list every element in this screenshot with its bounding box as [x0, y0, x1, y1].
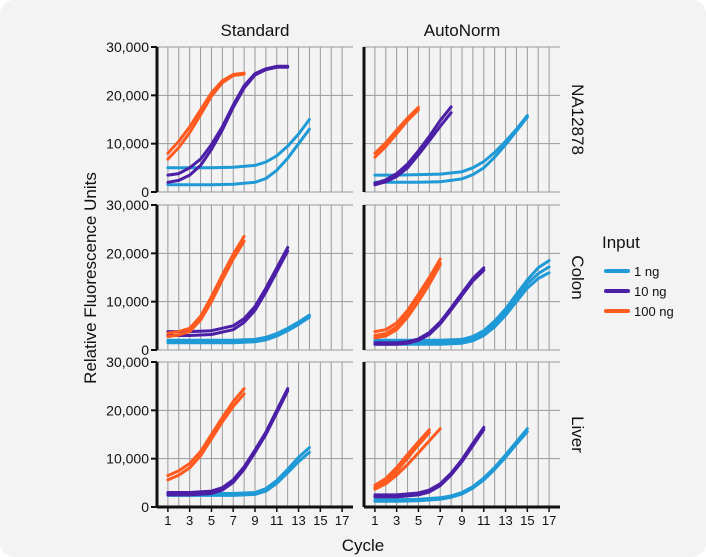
x-tick-label: 15 [313, 513, 327, 528]
series-line-10-ng [373, 428, 486, 499]
x-tick-label: 13 [498, 513, 512, 528]
series-line-100-ng [373, 427, 442, 491]
legend-label: 10 ng [634, 284, 667, 299]
series-line-100-ng [373, 431, 431, 490]
y-tick-label: 10,000 [106, 451, 149, 467]
series-line-100-ng [166, 387, 246, 478]
x-tick-label: 17 [542, 513, 556, 528]
x-tick-label: 3 [186, 513, 193, 528]
y-tick-label: 0 [141, 499, 149, 515]
row-label-2: Liver [568, 416, 587, 453]
series-line-100-ng [373, 257, 442, 334]
series-line-1-ng [166, 313, 311, 342]
panel-Liver-AutoNorm: 1 3 5 7 9 11 13 15 17 [362, 361, 560, 528]
x-tick-label: 1 [164, 513, 171, 528]
series-line-1-ng [373, 430, 529, 503]
x-tick-label: 15 [520, 513, 534, 528]
y-tick-label: 10,000 [106, 294, 149, 310]
column-title-1: AutoNorm [424, 21, 501, 40]
series-line-100-ng [373, 428, 431, 487]
x-tick-label: 11 [270, 513, 284, 528]
y-axis-title: Relative Fluorescence Units [81, 172, 100, 384]
y-tick-label: 30,000 [106, 39, 149, 55]
series-line-1-ng [166, 118, 311, 170]
series-line-100-ng [166, 234, 246, 335]
x-tick-label: 13 [291, 513, 305, 528]
panels-layer: Standard AutoNorm NA12878 Colon Liver 0 10,000… [106, 21, 587, 528]
panel-Colon-AutoNorm [362, 204, 560, 351]
series-line-1-ng [166, 127, 311, 187]
series-line-10-ng [373, 268, 486, 346]
row-label-0: NA12878 [568, 84, 587, 155]
legend-title: Input [602, 233, 640, 252]
series-line-10-ng [166, 65, 290, 184]
series-line-10-ng [166, 389, 290, 497]
series-line-100-ng [166, 71, 246, 155]
series-line-1-ng [166, 315, 311, 345]
legend: Input 1 ng 10 ng 100 ng [602, 233, 674, 319]
series-line-100-ng [166, 239, 246, 338]
y-tick-label: 30,000 [106, 197, 149, 213]
series-line-100-ng [166, 72, 246, 161]
series-line-100-ng [166, 392, 246, 482]
x-tick-label: 7 [437, 513, 444, 528]
x-axis-title: Cycle [342, 536, 385, 555]
panel-NA12878-AutoNorm [362, 46, 560, 193]
series-line-100-ng [373, 105, 420, 155]
x-tick-label: 5 [208, 513, 215, 528]
y-tick-label: 0 [141, 184, 149, 200]
series-line-10-ng [166, 249, 290, 337]
series-line-10-ng [166, 246, 290, 334]
x-tick-label: 17 [335, 513, 349, 528]
column-title-0: Standard [221, 21, 290, 40]
x-tick-label: 9 [251, 513, 258, 528]
y-tick-label: 30,000 [106, 354, 149, 370]
series-line-100-ng [373, 263, 442, 340]
legend-label: 1 ng [634, 264, 659, 279]
y-tick-label: 0 [141, 342, 149, 358]
panel-Colon-Standard: 0 10,000 20,000 30,000 [106, 197, 353, 358]
series-line-100-ng [373, 108, 420, 159]
legend-label: 100 ng [634, 304, 674, 319]
series-line-1-ng [373, 114, 529, 177]
y-tick-label: 20,000 [106, 87, 149, 103]
series-line-10-ng [373, 111, 453, 187]
series-line-1-ng [373, 115, 529, 184]
x-tick-label: 11 [477, 513, 491, 528]
series-line-10-ng [166, 387, 290, 494]
x-tick-label: 7 [230, 513, 237, 528]
y-tick-label: 20,000 [106, 245, 149, 261]
x-tick-label: 1 [371, 513, 378, 528]
series-line-10-ng [373, 105, 453, 185]
x-tick-label: 5 [415, 513, 422, 528]
x-tick-label: 3 [393, 513, 400, 528]
y-tick-label: 20,000 [106, 402, 149, 418]
series-line-1-ng [373, 271, 551, 346]
y-tick-label: 10,000 [106, 136, 149, 152]
row-label-1: Colon [568, 255, 587, 299]
panel-NA12878-Standard: 0 10,000 20,000 30,000 [106, 39, 353, 200]
x-tick-label: 9 [458, 513, 465, 528]
